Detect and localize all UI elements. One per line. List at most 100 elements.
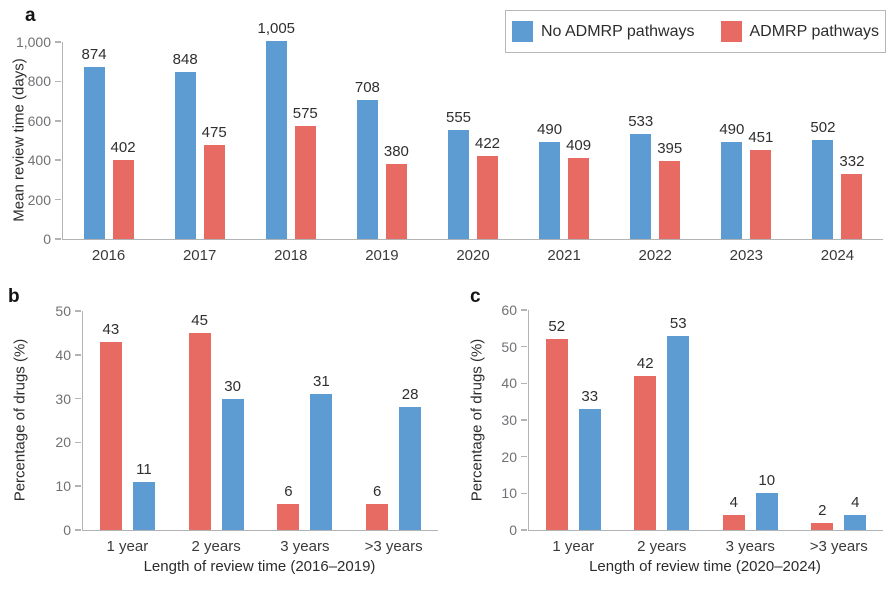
bar-value-label: 708	[354, 78, 380, 96]
y-axis-tick-mark	[75, 485, 81, 487]
x-axis-category-label: 3 years	[725, 538, 775, 555]
bar	[812, 140, 834, 239]
y-axis-tick-label: 20	[55, 434, 71, 451]
x-axis-category-label: 2 years	[191, 538, 241, 555]
y-axis-tick-label: 10	[55, 478, 71, 495]
x-axis-category-label: 2022	[638, 247, 672, 264]
bar-value-label: 402	[110, 138, 136, 156]
legend-item-no-admrp: No ADMRP pathways	[511, 21, 695, 42]
bar	[721, 142, 743, 239]
panel-a-plot: 0 200 400 600 800 1,000 2016 874 402 2017 848 475 20…	[16, 20, 883, 264]
bar	[630, 134, 652, 239]
x-axis-category-label: >3 years	[809, 538, 868, 555]
bar	[112, 159, 134, 239]
bar	[203, 145, 225, 239]
x-axis-category-label: 2017	[182, 247, 217, 264]
bar	[841, 173, 863, 239]
y-axis-tick-mark	[521, 455, 527, 458]
y-axis-tick-mark	[75, 441, 81, 444]
y-axis-tick-label: 40	[55, 346, 71, 363]
x-axis-category-label: 2 years	[637, 538, 687, 555]
y-axis-tick-mark	[521, 529, 527, 531]
bar	[750, 150, 772, 239]
bar	[634, 376, 657, 530]
bar	[188, 332, 211, 530]
legend-item-admrp: ADMRP pathways	[720, 21, 879, 42]
bar-value-label: 422	[474, 134, 501, 152]
y-axis-tick-mark	[521, 492, 527, 495]
y-axis-tick-label: 0	[43, 231, 51, 247]
y-axis-tick-mark	[521, 345, 527, 348]
bar-value-label: 575	[292, 104, 318, 122]
bar-value-label: 475	[201, 124, 227, 142]
y-axis-tick-label: 600	[27, 112, 51, 129]
panel-c-x-axis-title: Length of review time (2020–2024)	[589, 558, 821, 575]
bar-value-label: 45	[191, 311, 208, 329]
bar	[83, 66, 105, 239]
y-axis-tick-label: 40	[501, 375, 517, 392]
bar-value-label: 409	[566, 137, 592, 155]
bar	[755, 493, 778, 530]
panel-c-letter: c	[470, 286, 481, 307]
x-axis-category-label: 2016	[91, 247, 126, 264]
bar-value-label: 6	[372, 482, 382, 500]
bar	[385, 164, 407, 239]
y-axis-tick-mark	[75, 397, 81, 400]
bar-value-label: 395	[657, 140, 683, 158]
y-axis-tick-mark	[521, 382, 527, 385]
bar	[99, 341, 122, 530]
y-axis-tick-label: 20	[501, 448, 517, 465]
bar	[310, 394, 333, 530]
legend-swatch-blue-icon	[511, 21, 533, 42]
bar	[366, 503, 389, 530]
y-axis-tick-mark	[521, 309, 527, 311]
legend-swatch-red-icon	[720, 21, 742, 42]
x-axis-category-label: 2019	[365, 247, 399, 264]
bar-value-label: 42	[636, 355, 654, 372]
x-axis-category-label: 1 year	[106, 538, 149, 555]
y-axis-tick-label: 50	[501, 338, 517, 355]
y-axis-tick-label: 30	[55, 390, 71, 407]
bar-value-label: 502	[810, 119, 836, 137]
bar-value-label: 874	[81, 45, 107, 63]
y-axis-tick-label: 800	[27, 73, 51, 90]
y-axis-tick-label: 200	[27, 191, 51, 208]
bar-value-label: 451	[748, 129, 774, 147]
y-axis-tick-mark	[55, 198, 61, 201]
bar-value-label: 6	[284, 482, 293, 500]
y-axis-tick-label: 60	[501, 302, 517, 318]
panel-c-plot: 0 10 20 30 40 50 60 1 year 52 33 2 years 42 53 3 year…	[501, 302, 883, 555]
y-axis-tick-mark	[75, 529, 81, 531]
bar-value-label: 1,005	[257, 20, 296, 38]
bar	[578, 409, 601, 530]
bar-value-label: 43	[102, 320, 120, 338]
bar	[477, 155, 498, 239]
bar-value-label: 30	[224, 377, 241, 395]
y-axis-tick-label: 0	[509, 522, 517, 538]
x-axis-category-label: 2024	[820, 247, 855, 264]
legend-label-no-admrp: No ADMRP pathways	[540, 22, 695, 40]
bar	[132, 481, 155, 530]
panel-b-x-axis-title: Length of review time (2016–2019)	[143, 558, 376, 575]
panel-b-y-axis-title: Percentage of drugs (%)	[11, 338, 29, 502]
y-axis-tick-label: 10	[501, 485, 517, 502]
x-axis-category-label: 3 years	[280, 538, 330, 555]
bar	[356, 99, 378, 239]
bar	[539, 142, 561, 239]
bar-value-label: 53	[669, 314, 687, 332]
bar	[811, 522, 834, 530]
x-axis-category-label: 1 year	[552, 538, 595, 555]
y-axis-tick-mark	[55, 120, 61, 122]
bar	[844, 515, 867, 530]
x-axis-category-label: 2021	[547, 247, 581, 264]
bar	[545, 339, 568, 530]
bar-value-label: 52	[548, 318, 566, 336]
bar-value-label: 10	[758, 472, 776, 490]
x-axis-category-label: >3 years	[364, 538, 423, 555]
bar	[448, 129, 469, 239]
bar-value-label: 380	[383, 143, 409, 161]
y-axis-tick-label: 0	[63, 522, 71, 538]
bar	[294, 125, 316, 239]
y-axis-tick-mark	[75, 354, 81, 356]
panel-b-letter: b	[8, 286, 20, 307]
